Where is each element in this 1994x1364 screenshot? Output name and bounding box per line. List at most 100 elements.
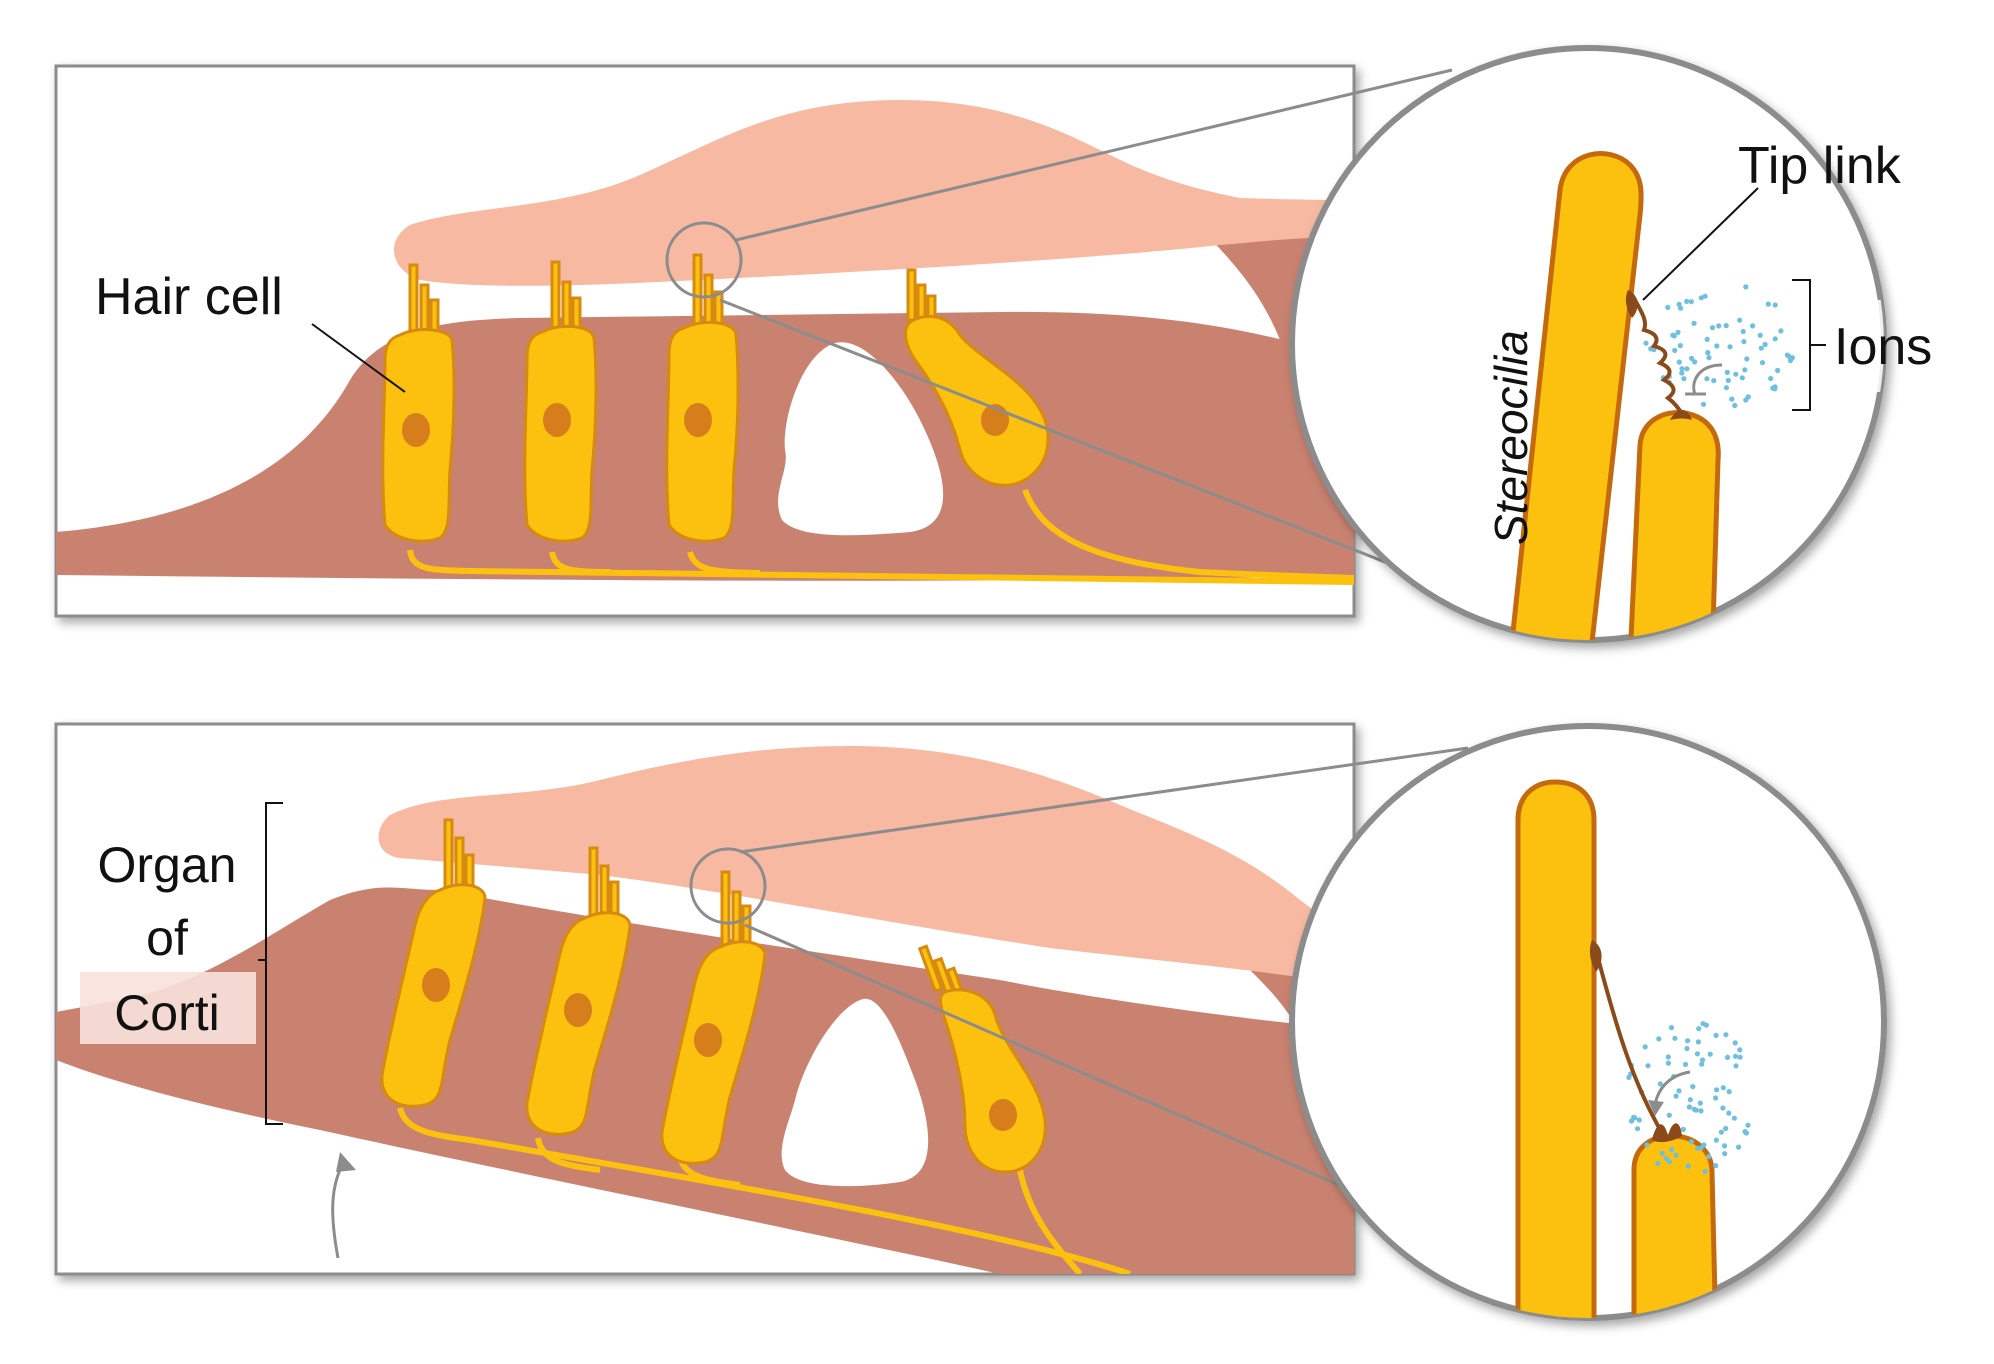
bottom-magnified-view (1289, 723, 1887, 1321)
ion-dot (1762, 341, 1768, 347)
top-ion-dots (1643, 284, 1795, 409)
ion-dot (1711, 378, 1717, 384)
ion-dot (1668, 1146, 1675, 1153)
ion-dot (1644, 1142, 1650, 1148)
ion-dot (1775, 367, 1781, 374)
ion-dot (1692, 359, 1698, 365)
bottom-tall-stereocilium (1515, 779, 1597, 1318)
ion-dot (1688, 299, 1694, 305)
ion-dot (1750, 323, 1756, 329)
ion-dot (1643, 340, 1649, 346)
ion-dot (1745, 394, 1751, 400)
ion-dot (1634, 1126, 1641, 1132)
ion-dot (1665, 1054, 1671, 1060)
ion-dot (1694, 1051, 1700, 1057)
ion-dot (1744, 356, 1750, 362)
bottom-hair-cell-2 (525, 846, 632, 1136)
bottom-connector-lower (744, 923, 1397, 1212)
ion-dot (1645, 1063, 1651, 1069)
ion-dot (1707, 1051, 1713, 1057)
ion-dot (1733, 1063, 1739, 1069)
ion-dot (1713, 1032, 1719, 1038)
top-hair-cell-1 (381, 263, 456, 543)
ion-dot (1670, 332, 1676, 338)
ion-dot (1702, 1168, 1708, 1175)
ion-dot (1689, 355, 1695, 361)
bottom-hair-cell-outer (917, 944, 1047, 1174)
ion-dot (1740, 328, 1746, 335)
ion-dot (1656, 1036, 1662, 1042)
top-blocked-indicator (1692, 363, 1723, 396)
ion-dot (1699, 1061, 1705, 1067)
ion-dot (1663, 1155, 1669, 1161)
ion-dot (1737, 1054, 1743, 1060)
top-tip-link-anchor-upper (1625, 290, 1638, 318)
ion-dot (1701, 1142, 1707, 1148)
ion-dot (1714, 343, 1720, 349)
ion-dot (1665, 304, 1671, 310)
ion-dot (1695, 1039, 1701, 1045)
top-connector-upper (735, 68, 1453, 242)
ion-dot (1733, 371, 1739, 377)
top-tunnel (778, 342, 944, 536)
ion-dot (1742, 367, 1748, 373)
ion-dot (1698, 1108, 1704, 1114)
ion-dot (1720, 1085, 1726, 1091)
organ-label-backdrop (80, 972, 256, 1044)
bottom-tunnel (781, 998, 929, 1187)
ion-dot (1700, 1021, 1706, 1027)
ion-dot (1768, 375, 1774, 382)
ion-dot (1700, 1057, 1706, 1063)
top-tectorial-membrane (393, 100, 1354, 286)
ion-dot (1690, 1084, 1696, 1090)
ion-dot (1673, 1093, 1679, 1099)
ion-dot (1789, 355, 1795, 361)
ion-dot (1732, 1040, 1738, 1046)
ion-dot (1684, 1045, 1690, 1052)
ion-dot (1721, 1143, 1728, 1149)
ion-dot (1772, 302, 1778, 308)
bottom-tip-link-anchor-lower (1652, 1123, 1682, 1143)
top-tip-link (1632, 297, 1685, 417)
ion-dot (1676, 1088, 1682, 1094)
ion-dot (1723, 323, 1729, 329)
ion-dot (1714, 1087, 1720, 1093)
ion-dot (1685, 1038, 1691, 1044)
ion-dot (1655, 1160, 1661, 1167)
ion-dot (1666, 1112, 1672, 1118)
ion-dot (1676, 301, 1682, 307)
tip-link-leader-line (1642, 187, 1759, 301)
bottom-hair-cell-1 (380, 818, 487, 1108)
ion-dot (1691, 320, 1697, 326)
top-tall-stereocilium (1507, 151, 1644, 640)
ion-dot (1704, 336, 1710, 342)
ion-dot (1676, 359, 1682, 365)
ion-dot (1704, 376, 1710, 382)
ion-dot (1632, 1115, 1638, 1121)
ion-dot (1705, 350, 1711, 356)
ion-dot (1628, 1118, 1635, 1124)
bottom-panel: Organ of Corti (54, 722, 1469, 1276)
ion-dot (1739, 375, 1745, 381)
ion-dot (1732, 1053, 1739, 1059)
ion-dot (1737, 1047, 1743, 1053)
ion-dot (1723, 1032, 1729, 1038)
ion-dot (1685, 1163, 1691, 1169)
ion-dot (1741, 339, 1747, 345)
bottom-tip-link-anchor-upper (1589, 940, 1602, 972)
ions-label: Ions (1834, 318, 1932, 376)
ion-dot (1731, 1115, 1737, 1121)
ion-dot (1642, 1044, 1648, 1050)
top-connector-lower (719, 298, 1513, 614)
ion-dot (1665, 1060, 1671, 1066)
movement-arrowhead (336, 1152, 356, 1172)
organ-label-line2: of (146, 910, 188, 966)
ion-dot (1695, 1145, 1701, 1151)
ion-dot (1726, 1089, 1732, 1095)
ion-dot (1724, 1054, 1731, 1060)
ion-dot (1724, 369, 1730, 375)
ion-dot (1677, 343, 1683, 349)
top-panel: Hair cell (54, 64, 1513, 618)
ion-dot (1672, 347, 1678, 353)
ion-dot (1745, 1122, 1751, 1128)
